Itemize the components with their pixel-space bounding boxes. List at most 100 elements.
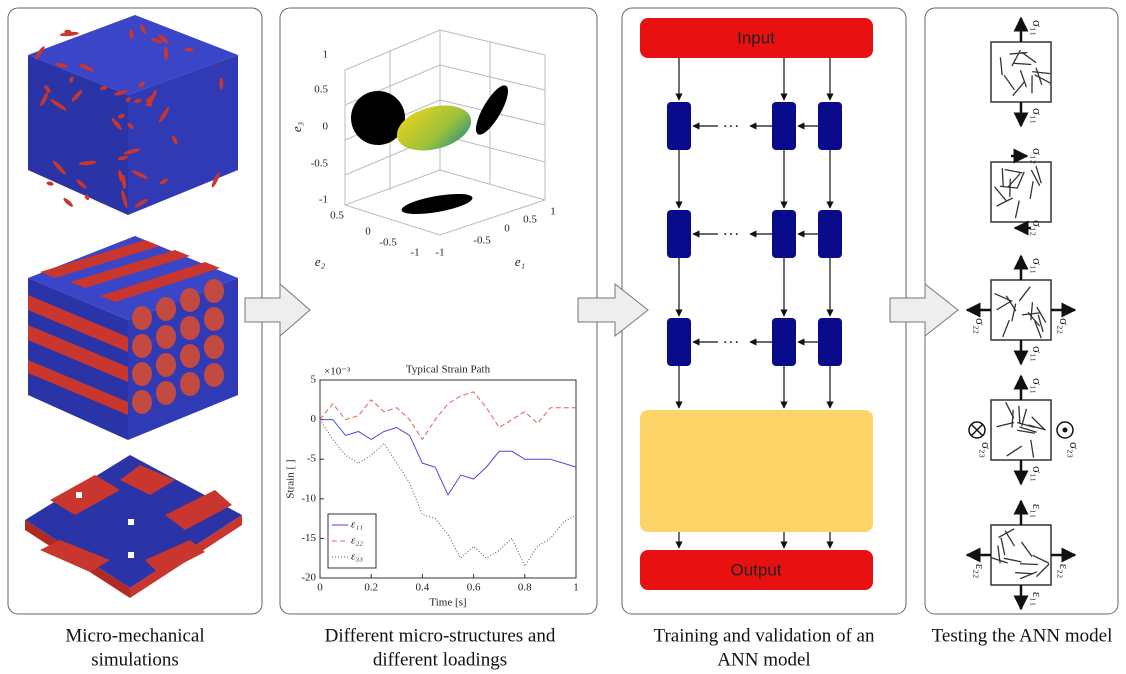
- y-tick-label: -10: [301, 492, 316, 504]
- y-axis-label: e₂: [315, 254, 326, 269]
- z-tick-label: 0.5: [314, 84, 328, 96]
- y-tick-label: -20: [301, 572, 316, 584]
- x-axis-label: Time [s]: [429, 597, 466, 609]
- fiber-section: [204, 279, 224, 303]
- fiber-section: [132, 362, 152, 386]
- fiber-section: [132, 306, 152, 330]
- caption: Training and validation of an: [654, 625, 875, 646]
- y-tick-label: 5: [311, 374, 317, 386]
- fiber: [185, 48, 193, 52]
- x-tick-label: 0.2: [364, 582, 378, 594]
- fiber: [1020, 564, 1038, 565]
- plot-title: Typical Strain Path: [406, 364, 491, 376]
- caption: different loadings: [373, 649, 507, 670]
- fiber-section: [156, 297, 176, 321]
- neuron: [818, 210, 842, 258]
- legend-label: ε₃₃: [351, 551, 363, 563]
- neuron: [818, 102, 842, 150]
- y-tick-label: 0: [311, 413, 317, 425]
- caption: Different micro-structures and: [325, 625, 556, 646]
- caption: Micro-mechanical: [65, 625, 204, 646]
- x-tick-label: 0.6: [467, 582, 481, 594]
- x-axis-label: e₁: [515, 254, 525, 269]
- ellipsis: ···: [723, 223, 740, 242]
- z-tick-label: -0.5: [311, 158, 329, 170]
- z-tick-label: 1: [323, 49, 329, 61]
- y-tick-label: -5: [307, 453, 317, 465]
- caption: simulations: [91, 649, 179, 670]
- x-tick-label: 1: [550, 206, 556, 218]
- legend-label: ε₁₁: [351, 519, 363, 531]
- x-tick-label: 0.5: [523, 214, 537, 226]
- hidden-block: [640, 410, 873, 532]
- y-tick-label: -0.5: [379, 237, 397, 249]
- input-label: Input: [737, 28, 775, 47]
- load-label: σ₁₂: [1030, 148, 1045, 164]
- fiber-section: [204, 307, 224, 331]
- legend-label: ε₂₂: [351, 535, 363, 547]
- y-axis-label: Strain [ ]: [285, 459, 297, 498]
- fiber-section: [180, 372, 200, 396]
- load-label: σ₁₂: [1030, 220, 1045, 236]
- load-label: ε₂₂: [1057, 564, 1072, 579]
- load-label: σ₂₃: [1067, 442, 1082, 458]
- fiber-section: [132, 334, 152, 358]
- fiber-section: [156, 325, 176, 349]
- y-tick-label: 0.5: [330, 210, 344, 222]
- fiber-section: [180, 316, 200, 340]
- caption: ANN model: [717, 649, 810, 670]
- specimen: [991, 280, 1051, 340]
- x-tick-label: 0.4: [416, 582, 430, 594]
- caption: Testing the ANN model: [932, 625, 1113, 646]
- fiber-section: [180, 288, 200, 312]
- x-tick-label: 1: [573, 582, 579, 594]
- specimen: [991, 400, 1051, 460]
- multiplier: ×10⁻³: [324, 366, 351, 378]
- load-label: σ₁₁: [1030, 20, 1045, 36]
- fiber: [1002, 168, 1003, 186]
- load-label: σ₁₁: [1030, 258, 1045, 274]
- ellipsis: ···: [723, 115, 740, 134]
- x-tick-label: 0: [317, 582, 323, 594]
- fiber-section: [204, 363, 224, 387]
- load-label: σ₂₂: [973, 318, 988, 334]
- neuron: [818, 318, 842, 366]
- fiber-section: [180, 344, 200, 368]
- projection: [351, 91, 405, 145]
- fiber-section: [156, 353, 176, 377]
- x-tick-label: -0.5: [473, 235, 491, 247]
- fiber-section: [204, 335, 224, 359]
- neuron: [772, 318, 796, 366]
- specimen: [991, 525, 1051, 585]
- load-label: σ₂₃: [979, 442, 994, 458]
- neuron: [667, 102, 691, 150]
- load-label: σ₂₂: [1057, 318, 1072, 334]
- load-label: σ₁₁: [1030, 466, 1045, 482]
- specimen: [991, 162, 1051, 222]
- y-tick-label: -1: [410, 247, 419, 259]
- z-tick-label: 0: [323, 121, 329, 133]
- fiber-section: [156, 381, 176, 405]
- neuron: [772, 102, 796, 150]
- figure: 10.50-0.5-10.50-0.5-1-1-0.500.51e₃e₂e₁ -…: [0, 0, 1126, 674]
- load-label: ε₁₁: [1030, 504, 1045, 519]
- x-tick-label: 0: [504, 223, 510, 235]
- z-tick-label: -1: [319, 194, 328, 206]
- load-label: σ₁₁: [1030, 108, 1045, 124]
- neuron: [772, 210, 796, 258]
- load-label: ε₂₂: [973, 564, 988, 579]
- z-axis-label: e₃: [289, 122, 304, 132]
- load-label: σ₁₁: [1030, 378, 1045, 394]
- load-label: ε₁₁: [1030, 592, 1045, 607]
- output-label: Output: [730, 560, 781, 579]
- ellipsis: ···: [723, 331, 740, 350]
- y-tick-label: -15: [301, 532, 316, 544]
- neuron: [667, 210, 691, 258]
- neuron: [667, 318, 691, 366]
- x-tick-label: 0.8: [518, 582, 532, 594]
- y-tick-label: 0: [365, 226, 371, 238]
- load-label: σ₁₁: [1030, 346, 1045, 362]
- x-tick-label: -1: [435, 247, 444, 259]
- out-of-plane: [1063, 428, 1068, 433]
- fiber-section: [132, 390, 152, 414]
